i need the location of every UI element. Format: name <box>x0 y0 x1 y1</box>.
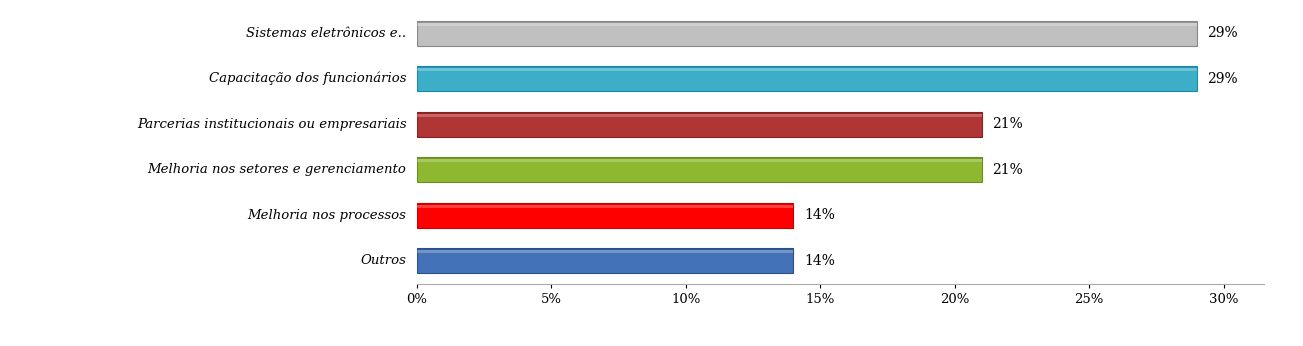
Bar <box>417 248 794 273</box>
Bar <box>417 203 794 205</box>
Bar <box>417 68 1196 71</box>
Bar <box>417 21 1196 46</box>
Bar <box>417 251 794 253</box>
Text: 29%: 29% <box>1208 72 1238 86</box>
Bar <box>417 157 981 182</box>
Bar <box>417 21 1196 22</box>
Bar <box>417 205 794 208</box>
Bar <box>417 248 794 251</box>
Text: 21%: 21% <box>993 163 1023 177</box>
Text: 14%: 14% <box>804 208 835 222</box>
Text: 29%: 29% <box>1208 26 1238 40</box>
Bar <box>417 112 981 137</box>
Text: 14%: 14% <box>804 254 835 268</box>
Bar <box>417 66 1196 91</box>
Bar <box>417 112 981 114</box>
Bar <box>417 157 981 159</box>
Bar <box>417 22 1196 26</box>
Text: 21%: 21% <box>993 117 1023 131</box>
Bar <box>417 66 1196 68</box>
Bar <box>417 114 981 117</box>
Bar <box>417 203 794 228</box>
Bar <box>417 159 981 162</box>
